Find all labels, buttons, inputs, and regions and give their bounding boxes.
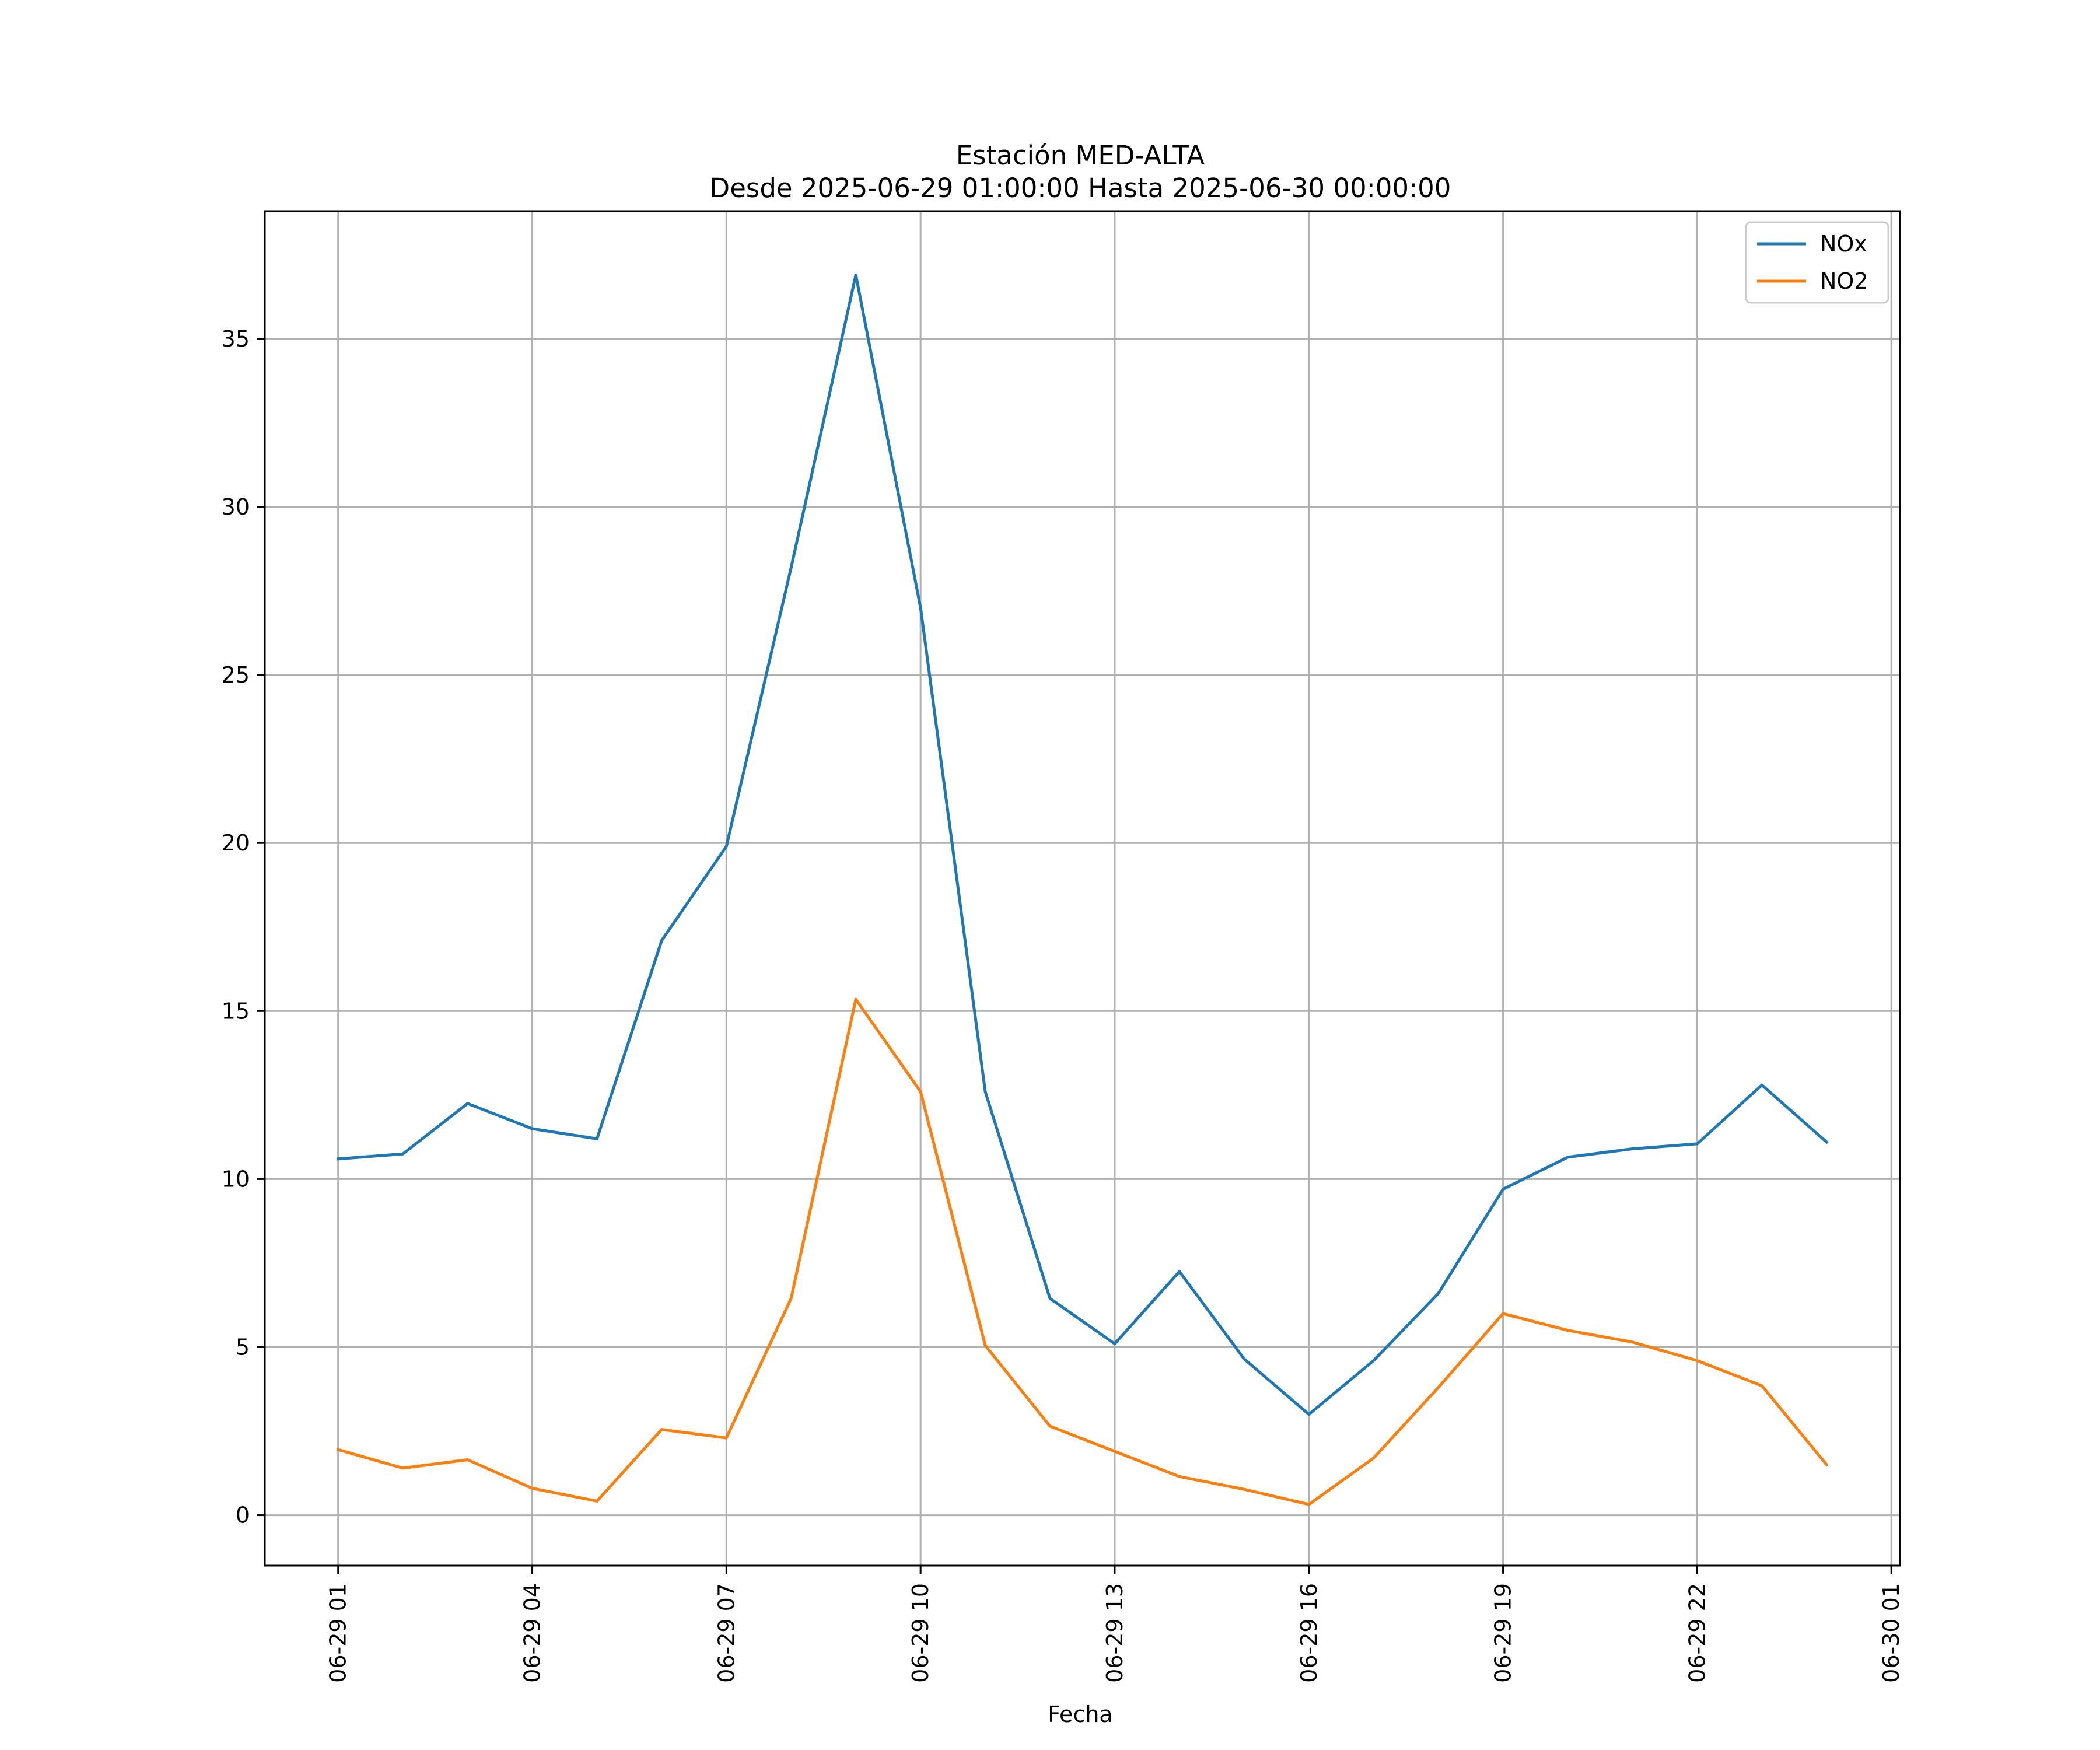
x-tick-label: 06-29 01 bbox=[326, 1583, 351, 1683]
legend-label-nox: NOx bbox=[1820, 231, 1867, 257]
x-tick-label: 06-30 01 bbox=[1878, 1583, 1904, 1683]
grid bbox=[265, 211, 1900, 1566]
x-tick-label: 06-29 22 bbox=[1684, 1583, 1710, 1683]
y-tick-label: 5 bbox=[236, 1334, 250, 1360]
chart-title: Estación MED-ALTA bbox=[956, 140, 1205, 171]
plot-frame bbox=[264, 210, 1901, 1567]
series-line-no2 bbox=[336, 998, 1829, 1506]
y-tick-label: 30 bbox=[222, 494, 250, 520]
x-tick-label: 06-29 16 bbox=[1296, 1583, 1322, 1683]
y-tick-label: 15 bbox=[222, 998, 250, 1024]
y-tick-label: 10 bbox=[222, 1166, 250, 1192]
series-line-nox bbox=[337, 274, 1829, 1416]
y-tick-label: 0 bbox=[236, 1503, 250, 1528]
x-tick-label: 06-29 19 bbox=[1490, 1583, 1516, 1683]
y-tick-label: 20 bbox=[222, 830, 250, 856]
y-tick-label: 35 bbox=[222, 326, 250, 352]
y-tick-label: 25 bbox=[222, 662, 250, 688]
chart-subtitle: Desde 2025-06-29 01:00:00 Hasta 2025-06-… bbox=[710, 173, 1451, 204]
x-tick-label: 06-29 04 bbox=[520, 1583, 545, 1683]
axes: 0 5 10 15 20 25 30 35 06-29 01 06-29 04 06-29 07 06… bbox=[222, 326, 1905, 1683]
plot-area bbox=[336, 274, 1829, 1506]
legend-label-no2: NO2 bbox=[1820, 268, 1868, 294]
x-tick-label: 06-29 13 bbox=[1102, 1583, 1128, 1683]
legend: NOx NO2 bbox=[1745, 221, 1889, 304]
x-tick-label: 06-29 10 bbox=[908, 1583, 933, 1683]
x-tick-label: 06-29 07 bbox=[713, 1583, 739, 1683]
x-axis-label: Fecha bbox=[1048, 1702, 1112, 1727]
